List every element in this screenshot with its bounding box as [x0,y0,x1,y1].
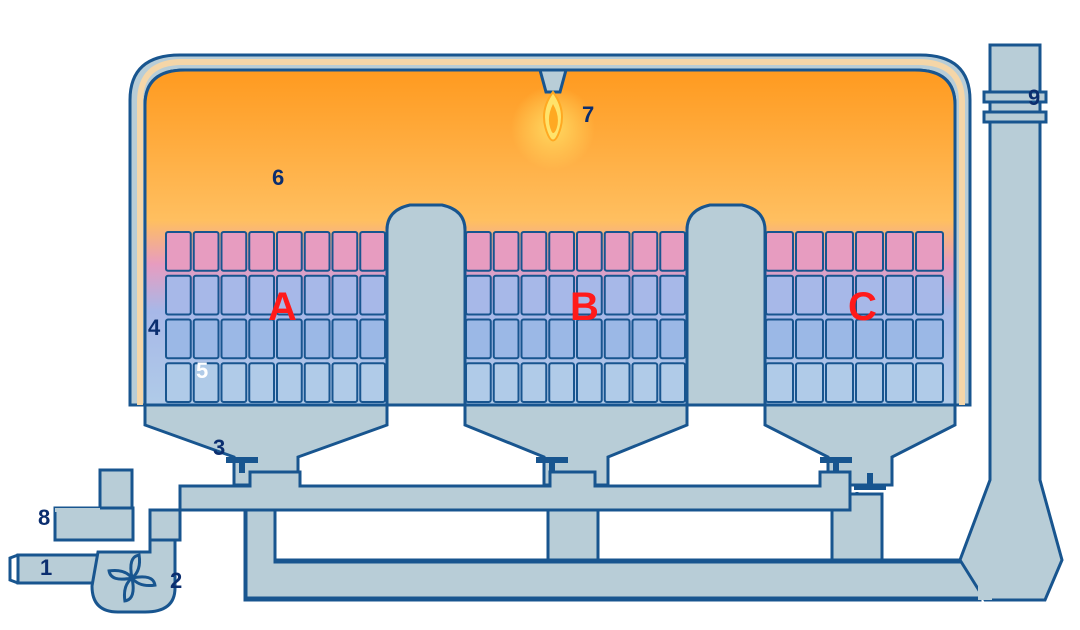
ceramic-cell-C [886,232,913,271]
callout-number: 7 [582,102,594,127]
ceramic-cell-A [249,363,274,402]
callout-number: 5 [196,358,208,383]
ceramic-cell-B [522,232,547,271]
ceramic-cell-A [305,276,330,315]
ceramic-cell-B [633,276,658,315]
ceramic-cell-A [194,276,219,315]
ceramic-cell-C [796,363,823,402]
ceramic-cell-B [466,363,491,402]
ceramic-cell-A [194,320,219,359]
ceramic-cell-B [660,276,685,315]
ceramic-cell-C [796,276,823,315]
ceramic-cell-A [222,276,247,315]
tower-label: B [570,285,599,329]
rto-diagram: 1 2 3 4 5 6 7 8 9 A B C [0,0,1080,630]
ceramic-cell-C [916,232,943,271]
ceramic-cell-C [826,363,853,402]
ceramic-cell-B [494,232,519,271]
stack-joint [978,560,992,600]
ceramic-cell-C [766,276,793,315]
ceramic-cell-A [333,320,358,359]
ceramic-cell-C [916,363,943,402]
ceramic-cell-B [549,232,574,271]
ceramic-cell-A [333,363,358,402]
ceramic-cell-B [466,276,491,315]
callout-number: 3 [213,435,225,460]
ceramic-cell-B [633,232,658,271]
ceramic-cell-A [222,320,247,359]
stack-ring [984,112,1046,122]
callout-number: 9 [1028,85,1040,110]
ceramic-cell-A [277,232,302,271]
callout-number: 2 [170,568,182,593]
ceramic-cell-B [577,363,602,402]
ceramic-cell-C [796,320,823,359]
ceramic-cell-C [766,320,793,359]
ceramic-cell-B [466,320,491,359]
ceramic-cell-A [305,320,330,359]
ceramic-cell-C [766,363,793,402]
ceramic-cell-C [796,232,823,271]
ceramic-cell-C [886,363,913,402]
ceramic-cell-B [494,276,519,315]
ceramic-cell-A [249,232,274,271]
ceramic-cell-A [333,276,358,315]
ceramic-cell-B [660,320,685,359]
callout-number: 1 [40,555,52,580]
ceramic-cell-A [333,232,358,271]
ceramic-cell-A [166,363,191,402]
callout-number: 6 [272,165,284,190]
riser-left [387,205,465,405]
ceramic-cell-A [166,276,191,315]
callout-number: 4 [148,315,161,340]
ceramic-cell-B [466,232,491,271]
ceramic-cell-B [660,363,685,402]
ceramic-cell-C [916,276,943,315]
hopper-C [765,405,955,485]
ceramic-cell-C [766,232,793,271]
burner-nozzle [540,70,566,92]
ceramic-cell-C [856,363,883,402]
ceramic-cell-B [605,232,630,271]
fan-hub [129,575,135,581]
ceramic-cell-A [360,232,385,271]
ceramic-cell-A [222,232,247,271]
ceramic-cell-B [522,320,547,359]
ceramic-cell-A [305,232,330,271]
ceramic-cell-B [633,320,658,359]
ceramic-cell-B [633,363,658,402]
callout-number: 8 [38,505,50,530]
ceramic-cell-A [194,232,219,271]
ceramic-cell-C [886,320,913,359]
ceramic-cell-A [222,363,247,402]
ceramic-cell-C [856,232,883,271]
bypass-duct-2 [55,508,133,540]
inlet-pipe [18,555,98,583]
tower-label: C [848,285,877,329]
ceramic-cell-A [166,232,191,271]
ceramic-cell-B [605,320,630,359]
ceramic-cell-A [360,363,385,402]
ceramic-cell-C [886,276,913,315]
ceramic-cell-B [522,276,547,315]
ceramic-cell-A [277,363,302,402]
ceramic-cell-B [494,320,519,359]
ceramic-cell-B [494,363,519,402]
ceramic-cell-B [605,276,630,315]
ceramic-cell-B [577,232,602,271]
ceramic-cell-B [522,363,547,402]
ceramic-cell-C [826,232,853,271]
ceramic-cell-C [916,320,943,359]
ceramic-cell-A [166,320,191,359]
ceramic-cell-A [360,276,385,315]
tower-label: A [268,285,297,329]
exhaust-stack [960,45,1062,600]
ceramic-cell-A [360,320,385,359]
ceramic-cell-A [305,363,330,402]
ceramic-cell-B [549,363,574,402]
ceramic-cell-B [660,232,685,271]
ceramic-cell-B [605,363,630,402]
riser-right [687,205,765,405]
